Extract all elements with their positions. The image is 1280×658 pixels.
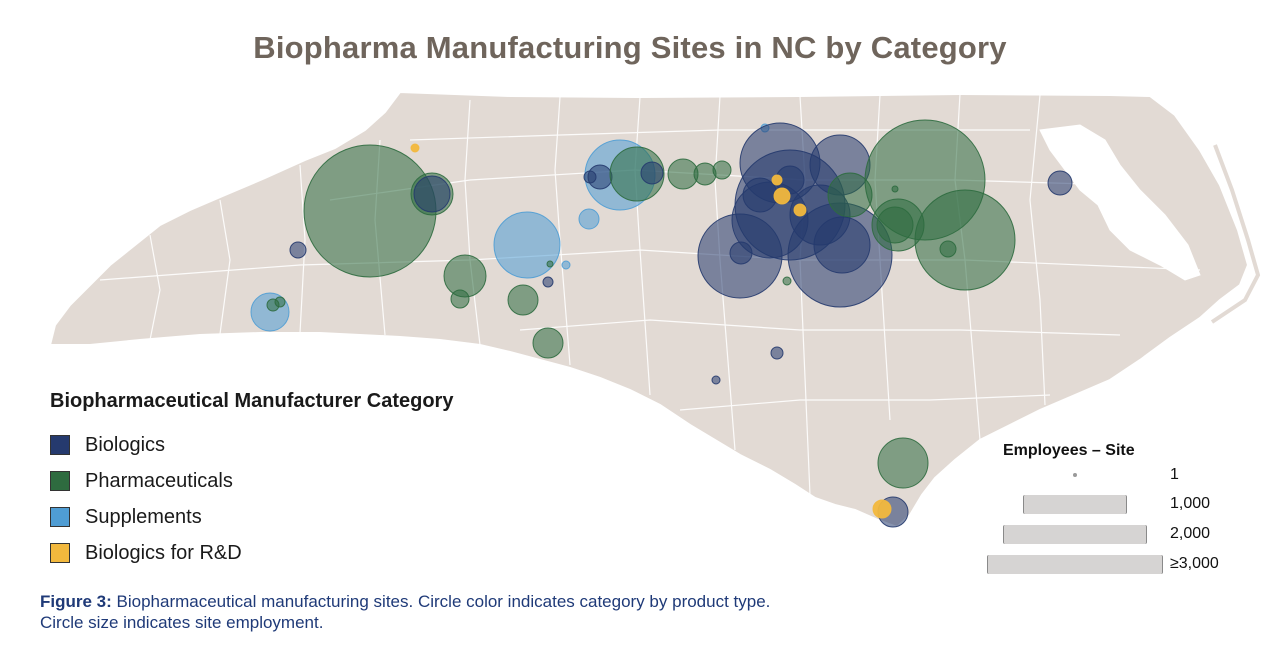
size-label: 2,000 [1170, 525, 1211, 542]
legend-label: Biologics for R&D [85, 541, 242, 564]
site-circle [303, 144, 437, 278]
site-circle [443, 254, 487, 298]
site-circle [546, 260, 554, 268]
size-bar [987, 555, 1163, 574]
site-circle [450, 289, 470, 309]
site-circle [493, 211, 561, 279]
site-circle [289, 241, 307, 259]
site-circle [891, 185, 899, 193]
site-circle [578, 208, 600, 230]
site-circle [712, 160, 732, 180]
legend-swatch-biologics [50, 435, 70, 455]
site-circle [872, 499, 892, 519]
size-bar [1023, 495, 1127, 514]
site-circle [914, 189, 1016, 291]
legend-item-biologics-rd: Biologics for R&D [50, 535, 570, 571]
legend-swatch-pharmaceuticals [50, 471, 70, 491]
site-circle [711, 375, 721, 385]
caption-lead: Figure 3: [40, 592, 112, 611]
site-circle [771, 174, 783, 186]
site-circle [640, 161, 664, 185]
site-circle [274, 296, 286, 308]
site-circle [770, 346, 784, 360]
site-circle [729, 241, 753, 265]
site-circle [561, 260, 571, 270]
legend-swatch-biologics-rd [50, 543, 70, 563]
legend-label: Pharmaceuticals [85, 469, 233, 492]
legend-title: Biopharmaceutical Manufacturer Category [50, 390, 454, 412]
site-circle [609, 146, 665, 202]
legend-item-supplements: Supplements [50, 499, 570, 535]
site-circle [782, 276, 792, 286]
site-circle [877, 437, 929, 489]
site-circle [1047, 170, 1073, 196]
site-circle [939, 240, 957, 258]
legend-label: Supplements [85, 505, 202, 528]
site-circle [693, 162, 717, 186]
figure-caption: Figure 3: Biopharmaceutical manufacturin… [40, 591, 940, 633]
site-circle [507, 284, 539, 316]
size-dot [1073, 473, 1077, 477]
outer-banks [1210, 144, 1261, 324]
legend-swatch-supplements [50, 507, 70, 527]
site-circles [250, 119, 1073, 528]
size-row-1: 1 [985, 464, 1255, 486]
site-circle [793, 203, 807, 217]
size-row-3000: ≥3,000 [985, 553, 1255, 575]
site-circle [542, 276, 554, 288]
site-circle [773, 187, 791, 205]
site-circle [532, 327, 564, 359]
site-circle [413, 175, 451, 213]
size-label: ≥3,000 [1170, 555, 1219, 572]
size-legend: Employees – Site 1 1,000 2,000 ≥3,000 [985, 438, 1255, 588]
size-row-2000: 2,000 [985, 523, 1255, 545]
legend-item-pharmaceuticals: Pharmaceuticals [50, 463, 570, 499]
size-label: 1 [1170, 466, 1179, 483]
legend-label: Biologics [85, 433, 166, 456]
size-row-1000: 1,000 [985, 493, 1255, 515]
legend-item-biologics: Biologics [50, 427, 570, 463]
caption-line1: Biopharmaceutical manufacturing sites. C… [111, 592, 771, 611]
size-bar [1003, 525, 1147, 544]
category-legend: Biopharmaceutical Manufacturer Category … [50, 390, 570, 571]
site-circle [410, 143, 420, 153]
site-circle [742, 177, 778, 213]
size-legend-title: Employees – Site [1003, 442, 1135, 459]
page-title: Biopharma Manufacturing Sites in NC by C… [253, 30, 1007, 65]
size-label: 1,000 [1170, 495, 1211, 512]
caption-line2: Circle size indicates site employment. [40, 613, 324, 632]
site-circle [813, 216, 871, 274]
site-circle [583, 170, 597, 184]
site-circle [876, 206, 914, 244]
